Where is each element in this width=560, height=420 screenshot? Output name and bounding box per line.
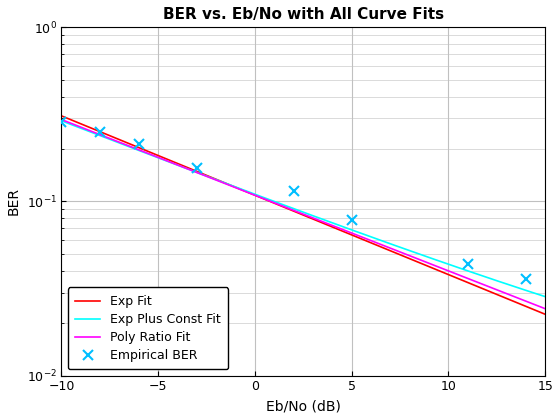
- Poly Ratio Fit: [343, 228, 350, 234]
- Exp Fit: [277, 203, 283, 208]
- Empirical BER: [97, 130, 104, 135]
- Poly Ratio Fit: [542, 306, 548, 311]
- Poly Ratio Fit: [58, 117, 65, 122]
- Exp Fit: [422, 263, 429, 268]
- Exp Plus Const Fit: [381, 239, 388, 244]
- Empirical BER: [136, 141, 142, 146]
- Line: Poly Ratio Fit: Poly Ratio Fit: [62, 120, 545, 309]
- Exp Fit: [183, 164, 189, 169]
- Legend: Exp Fit, Exp Plus Const Fit, Poly Ratio Fit, Empirical BER: Exp Fit, Exp Plus Const Fit, Poly Ratio …: [68, 287, 228, 369]
- Exp Plus Const Fit: [183, 166, 189, 171]
- Empirical BER: [522, 276, 529, 281]
- Poly Ratio Fit: [183, 165, 189, 171]
- Exp Fit: [542, 312, 548, 317]
- Line: Exp Plus Const Fit: Exp Plus Const Fit: [62, 121, 545, 297]
- Exp Fit: [144, 148, 151, 153]
- Title: BER vs. Eb/No with All Curve Fits: BER vs. Eb/No with All Curve Fits: [163, 7, 444, 22]
- Exp Fit: [381, 246, 388, 251]
- Exp Plus Const Fit: [422, 254, 429, 259]
- Poly Ratio Fit: [144, 150, 151, 155]
- Empirical BER: [290, 188, 297, 193]
- Line: Exp Fit: Exp Fit: [62, 116, 545, 314]
- Empirical BER: [194, 166, 200, 171]
- Empirical BER: [58, 120, 65, 125]
- Poly Ratio Fit: [277, 202, 283, 207]
- Exp Fit: [343, 230, 350, 235]
- Line: Empirical BER: Empirical BER: [57, 117, 531, 284]
- Poly Ratio Fit: [381, 243, 388, 248]
- Exp Plus Const Fit: [58, 118, 65, 123]
- Y-axis label: BER: BER: [7, 187, 21, 215]
- Empirical BER: [348, 218, 355, 223]
- Empirical BER: [464, 261, 471, 266]
- Exp Plus Const Fit: [542, 294, 548, 299]
- Exp Fit: [58, 113, 65, 118]
- Exp Plus Const Fit: [144, 151, 151, 156]
- Exp Plus Const Fit: [343, 226, 350, 231]
- Poly Ratio Fit: [422, 260, 429, 265]
- Exp Plus Const Fit: [277, 201, 283, 206]
- X-axis label: Eb/No (dB): Eb/No (dB): [266, 399, 340, 413]
